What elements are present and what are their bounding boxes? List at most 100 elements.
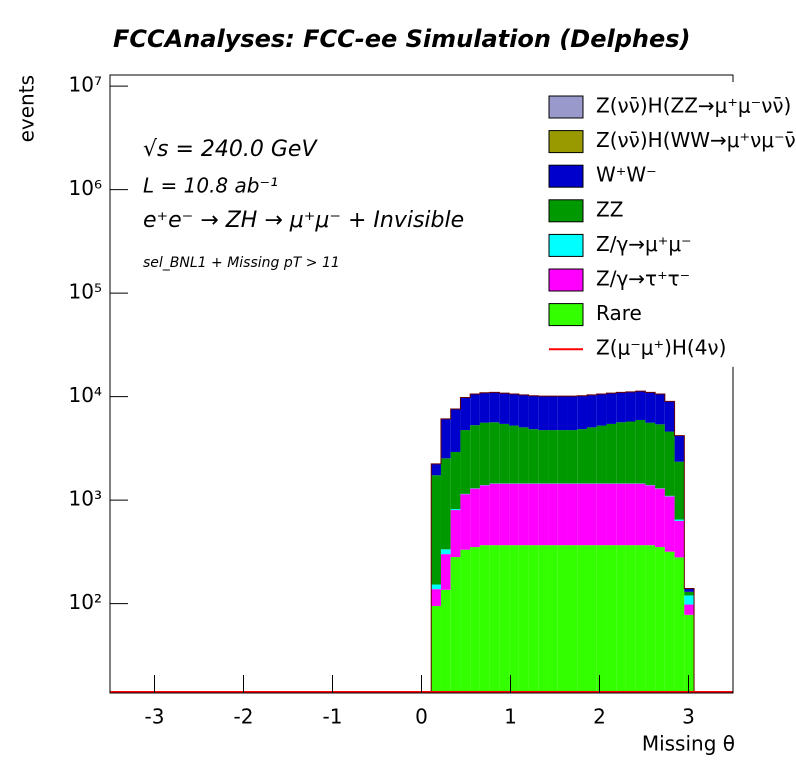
bar-segment (548, 483, 558, 546)
legend-label: Z(νν̄)H(ZZ→μ⁺μ⁻νν̄) (596, 94, 791, 118)
bar-segment (616, 392, 626, 423)
y-tick-label: 10⁶ (69, 176, 102, 200)
plot-area (110, 390, 733, 693)
bar-segment (450, 510, 461, 558)
bar-segment (479, 545, 490, 693)
legend-label: ZZ (596, 197, 623, 221)
bar-segment (431, 589, 441, 606)
bar-segment (509, 425, 519, 484)
bar-segment (518, 427, 529, 484)
bar-segment (489, 392, 500, 423)
legend-label: Z/γ→μ⁺μ⁻ (596, 232, 692, 256)
bar-segment (470, 488, 480, 548)
legend-swatch (548, 233, 584, 257)
y-tick-label: 10² (69, 590, 102, 614)
legend-label: W⁺W⁻ (596, 163, 657, 187)
bar-segment (460, 430, 471, 494)
bar-segment (509, 545, 519, 693)
x-tick-label: 2 (593, 705, 606, 729)
x-tick-label: -3 (145, 705, 165, 729)
bar-segment (479, 485, 490, 546)
bar-segment (635, 545, 646, 693)
bar-segment (470, 547, 480, 693)
legend-label: Rare (596, 301, 642, 325)
bar-segment (479, 392, 490, 423)
bar-segment (674, 519, 685, 521)
legend-box (545, 82, 796, 367)
bar-segment (606, 423, 617, 484)
bar-segment (489, 483, 500, 546)
bar-segment (431, 584, 441, 590)
bar-segment (440, 554, 451, 590)
bar-segment (460, 494, 471, 550)
annotation: e⁺e⁻ → ZH → μ⁺μ⁻ + Invisible (143, 208, 464, 233)
bar-segment (596, 425, 607, 484)
y-tick-label: 10³ (69, 487, 102, 511)
bar-segment (548, 545, 558, 693)
bar-segment (674, 461, 685, 520)
bar-segment (596, 394, 607, 426)
bar-segment (431, 463, 441, 476)
bar-segment (450, 509, 461, 511)
bar-segment (625, 545, 636, 693)
bar-segment (499, 545, 510, 693)
annotation: sel_BNL1 + Missing pT > 11 (143, 255, 340, 271)
y-tick-label: 10⁵ (69, 280, 102, 304)
bar-segment (674, 520, 685, 558)
bar-segment (625, 391, 636, 422)
annotation: L = 10.8 ab⁻¹ (143, 174, 278, 198)
bar-segment (489, 545, 500, 693)
bar-segment (664, 401, 675, 432)
bar-segment (460, 549, 471, 693)
bar-segment (606, 483, 617, 546)
bar-segment (509, 483, 519, 546)
bar-segment (586, 483, 597, 546)
y-tick-label: 10⁴ (69, 383, 102, 407)
bar-segment (567, 430, 578, 484)
bar-segment (616, 545, 626, 693)
bar-segment (538, 396, 549, 431)
bar-segment (557, 396, 568, 431)
bar-segment (606, 393, 617, 424)
bar-segment (557, 483, 568, 546)
bar-segment (664, 496, 675, 552)
x-tick-label: 1 (504, 705, 517, 729)
bar-segment (479, 422, 490, 486)
bar-segment (684, 595, 695, 605)
bar-segment (645, 392, 656, 423)
bar-segment (616, 483, 626, 546)
legend-label: Z/γ→τ⁺τ⁻ (596, 267, 690, 291)
bar-segment (567, 545, 578, 693)
bar-segment (684, 614, 695, 693)
bar-segment (557, 545, 568, 693)
bar-segment (431, 605, 441, 693)
bar-segment (596, 483, 607, 546)
bar-segment (538, 545, 549, 693)
bar-segment (509, 394, 519, 426)
bar-segment (450, 557, 461, 693)
bar-segment (518, 394, 529, 428)
bar-segment (557, 430, 568, 484)
bar-segment (606, 545, 617, 693)
bar-segment (489, 422, 500, 484)
bar-segment (674, 557, 685, 693)
bar-segment (645, 422, 656, 486)
bar-segment (655, 424, 665, 489)
legend-swatch (548, 130, 584, 154)
bar-segment (684, 591, 695, 596)
bar-segment (586, 545, 597, 693)
legend-swatch (548, 164, 584, 188)
bar-segment (645, 485, 656, 546)
bar-segment (431, 475, 441, 585)
stack-outline (110, 390, 733, 693)
chart-title: FCCAnalyses: FCC-ee Simulation (Delphes) (113, 25, 691, 53)
legend-swatch (548, 303, 584, 327)
bar-segment (625, 421, 636, 484)
bar-segment (518, 545, 529, 693)
bar-segment (664, 551, 675, 693)
bar-segment (684, 588, 695, 592)
bar-segment (664, 431, 675, 496)
bar-segment (577, 429, 587, 484)
legend-label: Z(μ⁻μ⁺)H(4ν) (596, 336, 726, 360)
bar-segment (655, 394, 665, 425)
